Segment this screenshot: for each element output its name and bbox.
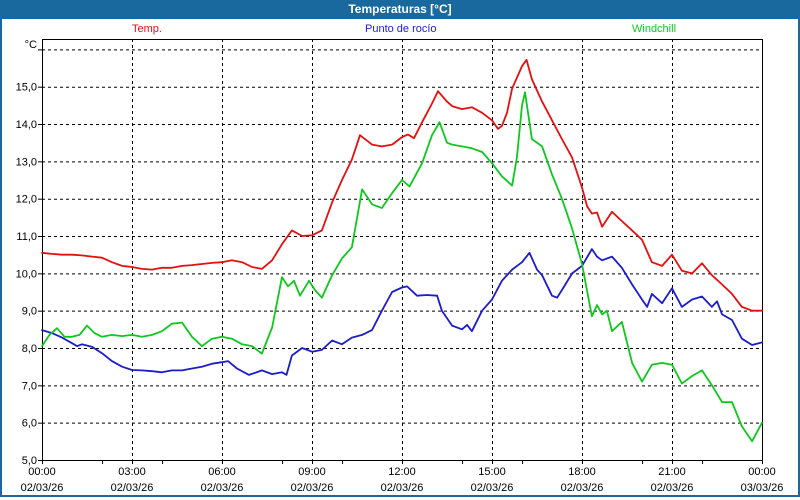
y-tick-label: 6,0 <box>22 418 37 430</box>
y-tick-label: 9,0 <box>22 306 37 318</box>
x-tick-time-label: 03:00 <box>118 466 146 478</box>
dew-point-series-line <box>41 248 763 376</box>
x-tick-date-label: 02/03/26 <box>381 482 424 494</box>
y-tick-label: 8,0 <box>22 343 37 355</box>
windchill-series-line <box>41 91 763 443</box>
y-tick-label: 5,0 <box>22 455 37 467</box>
x-tick-time-label: 09:00 <box>298 466 326 478</box>
x-tick-date-label: 02/03/26 <box>111 482 154 494</box>
y-tick-label: 15,0 <box>16 82 37 94</box>
x-tick-time-label: 00:00 <box>748 466 776 478</box>
y-tick-label: 13,0 <box>16 156 37 168</box>
x-tick-time-label: 12:00 <box>388 466 416 478</box>
y-tick-label: 14,0 <box>16 119 37 131</box>
y-tick-label: 7,0 <box>22 380 37 392</box>
window-titlebar: Temperaturas [°C] <box>2 0 798 19</box>
x-tick-date-label: 02/03/26 <box>291 482 334 494</box>
temp-series-line <box>41 58 763 312</box>
y-axis-labels: °C 15,0 14,0 13,0 12,0 11,0 10,0 9,0 8,0 7,0 6,0 5,… <box>16 39 37 467</box>
legend-item-dew-point: Punto de rocío <box>365 23 437 35</box>
x-tick-time-label: 15:00 <box>478 466 506 478</box>
y-tick-label: 12,0 <box>16 194 37 206</box>
legend-item-windchill: Windchill <box>632 23 677 35</box>
x-tick-date-label: 02/03/26 <box>21 482 64 494</box>
x-tick-date-label: 02/03/26 <box>201 482 244 494</box>
x-tick-time-label: 00:00 <box>28 466 56 478</box>
y-tick-label: 11,0 <box>16 231 37 243</box>
legend-item-temp: Temp. <box>132 23 162 35</box>
window-title: Temperaturas [°C] <box>348 2 452 16</box>
gridlines <box>42 39 762 460</box>
x-tick-date-label: 02/03/26 <box>561 482 604 494</box>
x-tick-date-label: 03/03/26 <box>741 482 784 494</box>
x-tick-date-label: 02/03/26 <box>651 482 694 494</box>
y-axis-unit-label: °C <box>25 39 37 51</box>
axis-ticks <box>38 49 763 464</box>
x-axis-labels: 00:00 02/03/26 03:00 02/03/26 06:00 02/03/26 0… <box>21 466 784 494</box>
x-tick-time-label: 18:00 <box>568 466 596 478</box>
y-tick-label: 10,0 <box>16 268 37 280</box>
x-tick-time-label: 06:00 <box>208 466 236 478</box>
x-tick-date-label: 02/03/26 <box>471 482 514 494</box>
x-tick-time-label: 21:00 <box>658 466 686 478</box>
